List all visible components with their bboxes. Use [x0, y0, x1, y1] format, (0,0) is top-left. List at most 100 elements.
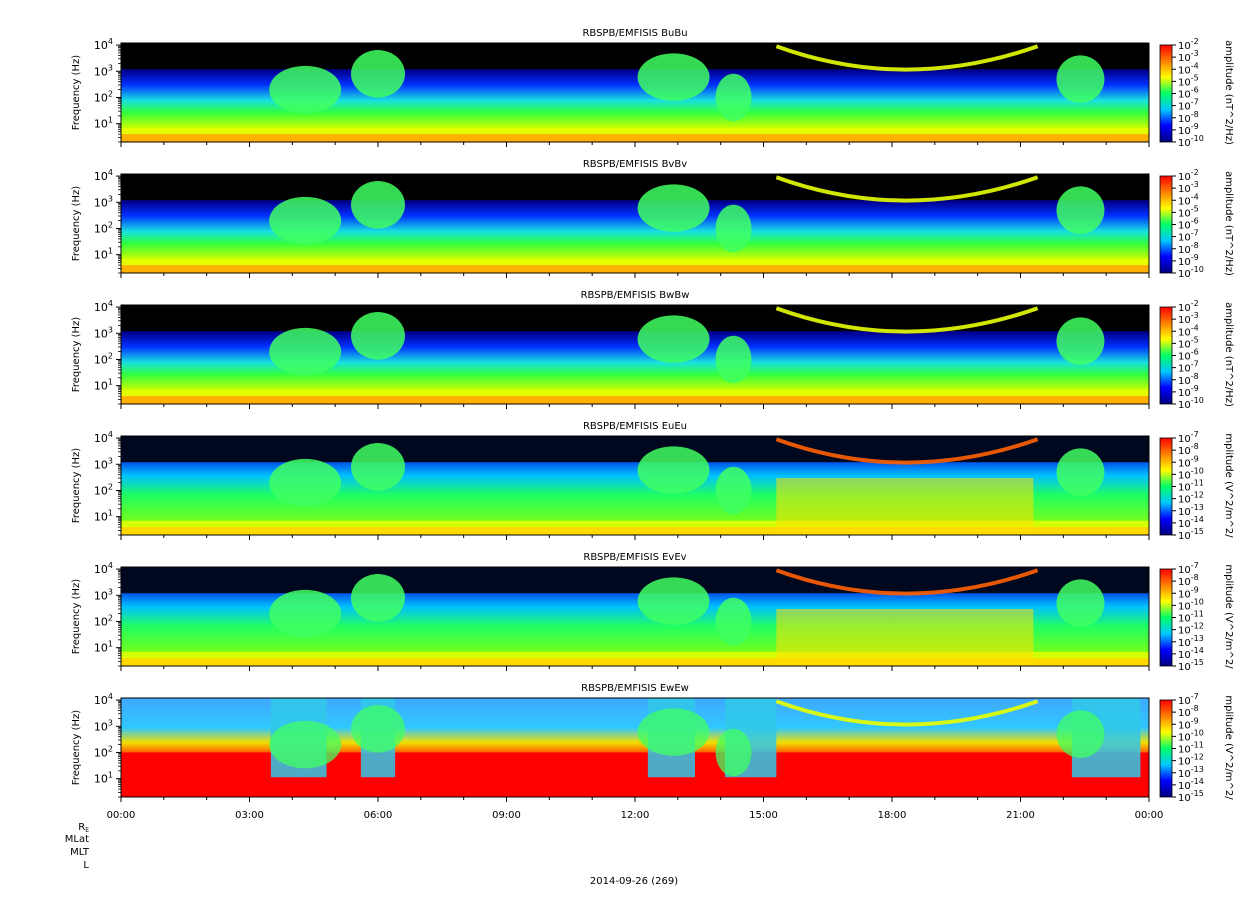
colorbar-tick-label: 10-10 [1178, 396, 1204, 411]
colorbar-tick-label: 10-8 [1178, 573, 1199, 588]
spectrogram-panel: RBSPB/EMFISIS EuEu 101 102 103 104 Frequency … [71, 421, 1234, 542]
colorbar-label: amplitude (nT^2/Hz) [1223, 302, 1234, 407]
colorbar-tick-label: 10-7 [1178, 98, 1199, 113]
y-tick-label: 102 [94, 744, 113, 759]
colorbar-tick-label: 10-7 [1178, 229, 1199, 244]
time-axis: 00:00 03:00 06:00 09:00 12:00 15:00 18:00 21:00… [107, 810, 1164, 821]
y-axis-label: Frequency (Hz) [71, 317, 82, 393]
colorbar-tick-label: 10-8 [1178, 442, 1199, 457]
spectrogram-panel: RBSPB/EMFISIS BwBw 101 102 103 104 Frequency … [71, 290, 1234, 411]
colorbar-tick-label: 10-9 [1178, 122, 1199, 137]
colorbar-tick-label: 10-6 [1178, 217, 1199, 232]
colorbar-tick-label: 10-2 [1178, 299, 1199, 314]
y-tick-label: 103 [94, 587, 113, 602]
colorbar-tick-label: 10-14 [1178, 777, 1204, 792]
panel-title: RBSPB/EMFISIS BvBv [583, 159, 687, 170]
colorbar-tick-label: 10-4 [1178, 323, 1199, 338]
y-tick-label: 103 [94, 63, 113, 78]
y-tick-label: 101 [94, 116, 113, 131]
x-tick-label: 15:00 [749, 810, 778, 821]
colorbar-tick-label: 10-10 [1178, 466, 1204, 481]
panel-title: RBSPB/EMFISIS BuBu [582, 28, 687, 39]
colorbar: 10-210-310-410-510-610-710-810-910-10 amp… [1159, 37, 1234, 149]
y-axis-label: Frequency (Hz) [71, 186, 82, 262]
colorbar-tick-label: 10-4 [1178, 61, 1199, 76]
x-tick-label: 03:00 [235, 810, 264, 821]
y-tick-label: 102 [94, 482, 113, 497]
colorbar-tick-label: 10-9 [1178, 454, 1199, 469]
colorbar-tick-label: 10-9 [1178, 585, 1199, 600]
colorbar-tick-label: 10-6 [1178, 86, 1199, 101]
colorbar-tick-label: 10-9 [1178, 384, 1199, 399]
y-tick-label: 104 [94, 692, 113, 707]
colorbar-tick-label: 10-5 [1178, 73, 1199, 88]
spectrogram-image [121, 305, 1149, 404]
y-tick-label: 104 [94, 561, 113, 576]
x-tick-label: 21:00 [1006, 810, 1035, 821]
colorbar-tick-label: 10-13 [1178, 634, 1204, 649]
y-tick-label: 103 [94, 194, 113, 209]
colorbar-tick-label: 10-2 [1178, 37, 1199, 52]
spectrogram-panel: RBSPB/EMFISIS BuBu 101 102 103 104 Frequency … [71, 28, 1234, 149]
spectrogram-panel: RBSPB/EMFISIS EwEw 101 102 103 104 Frequency … [71, 683, 1234, 804]
colorbar-tick-label: 10-3 [1178, 311, 1199, 326]
colorbar-tick-label: 10-10 [1178, 265, 1204, 280]
y-tick-label: 104 [94, 168, 113, 183]
colorbar-tick-label: 10-7 [1178, 692, 1199, 707]
spectrogram-image [121, 174, 1149, 273]
y-tick-label: 101 [94, 509, 113, 524]
panel-title: RBSPB/EMFISIS BwBw [581, 290, 690, 301]
panel-title: RBSPB/EMFISIS EuEu [583, 421, 687, 432]
colorbar-tick-label: 10-11 [1178, 610, 1204, 625]
colorbar-tick-label: 10-9 [1178, 253, 1199, 268]
colorbar-tick-label: 10-8 [1178, 704, 1199, 719]
colorbar-label: mplitude (V^2/m^2/ [1223, 433, 1234, 538]
colorbar-tick-label: 10-7 [1178, 430, 1199, 445]
colorbar-tick-label: 10-11 [1178, 479, 1204, 494]
colorbar-tick-label: 10-8 [1178, 110, 1199, 125]
spectrogram-image [121, 567, 1149, 666]
x-tick-label: 00:00 [1135, 810, 1164, 821]
y-tick-label: 102 [94, 351, 113, 366]
x-tick-label: 12:00 [621, 810, 650, 821]
colorbar-tick-label: 10-12 [1178, 753, 1204, 768]
y-tick-label: 102 [94, 613, 113, 628]
colorbar: 10-210-310-410-510-610-710-810-910-10 amp… [1159, 168, 1234, 280]
colorbar-tick-label: 10-6 [1178, 348, 1199, 363]
colorbar-label: amplitude (nT^2/Hz) [1223, 40, 1234, 145]
colorbar: 10-710-810-910-1010-1110-1210-1310-1410-… [1159, 692, 1234, 804]
colorbar-tick-label: 10-13 [1178, 503, 1204, 518]
colorbar-tick-label: 10-2 [1178, 168, 1199, 183]
y-tick-label: 104 [94, 299, 113, 314]
colorbar-tick-label: 10-7 [1178, 561, 1199, 576]
ephemeris-labels: RE MLat MLT L [65, 822, 90, 871]
colorbar-tick-label: 10-13 [1178, 765, 1204, 780]
date-label: 2014-09-26 (269) [590, 876, 678, 887]
colorbar-tick-label: 10-10 [1178, 728, 1204, 743]
y-tick-label: 104 [94, 430, 113, 445]
y-axis-label: Frequency (Hz) [71, 710, 82, 786]
y-tick-label: 101 [94, 247, 113, 262]
ephemeris-mlat: MLat [65, 834, 89, 845]
ephemeris-re: RE [78, 822, 89, 834]
y-tick-label: 104 [94, 37, 113, 52]
spectrogram-panel: RBSPB/EMFISIS EvEv 101 102 103 104 Frequency … [71, 552, 1234, 673]
colorbar-tick-label: 10-15 [1178, 789, 1204, 804]
y-axis-label: Frequency (Hz) [71, 579, 82, 655]
spectrogram-panel: RBSPB/EMFISIS BvBv 101 102 103 104 Frequency … [71, 159, 1234, 280]
y-tick-label: 102 [94, 220, 113, 235]
colorbar-tick-label: 10-7 [1178, 360, 1199, 375]
colorbar: 10-210-310-410-510-610-710-810-910-10 amp… [1159, 299, 1234, 411]
colorbar-label: amplitude (nT^2/Hz) [1223, 171, 1234, 276]
colorbar-tick-label: 10-5 [1178, 335, 1199, 350]
y-tick-label: 101 [94, 640, 113, 655]
colorbar-tick-label: 10-3 [1178, 49, 1199, 64]
colorbar-tick-label: 10-10 [1178, 134, 1204, 149]
colorbar-tick-label: 10-4 [1178, 192, 1199, 207]
x-tick-label: 06:00 [364, 810, 393, 821]
colorbar-label: mplitude (V^2/m^2/ [1223, 695, 1234, 800]
x-tick-label: 18:00 [878, 810, 907, 821]
panel-title: RBSPB/EMFISIS EvEv [583, 552, 686, 563]
spectrogram-image [121, 43, 1149, 142]
